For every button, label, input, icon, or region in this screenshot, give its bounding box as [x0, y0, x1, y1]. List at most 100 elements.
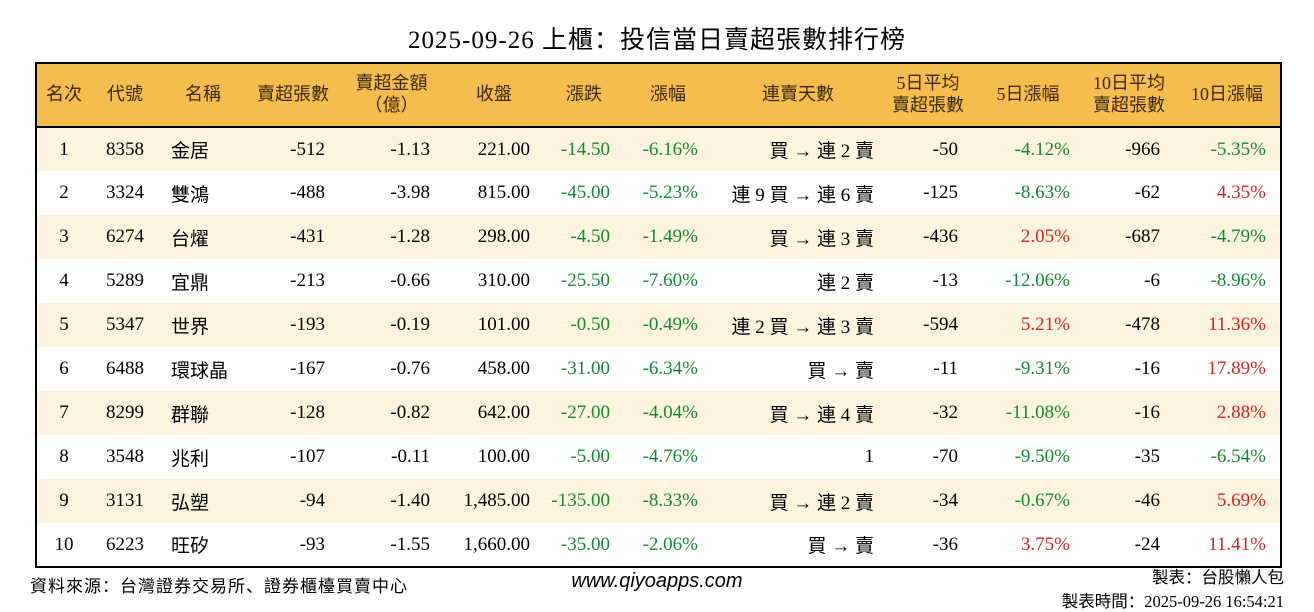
cell-change-pct: -8.33%	[642, 490, 698, 511]
cell-avg10-net-sell: -62	[1134, 182, 1160, 203]
cell-name: 兆利	[171, 448, 210, 470]
cell-name: 金居	[171, 141, 210, 162]
cell-avg5-net-sell: -11	[933, 358, 958, 379]
cell-avg5-net-sell: -594	[923, 314, 958, 335]
table-row: 6 6488 環球晶 -167 -0.76 458.00 -31.00 -6.34% 買 → 賣…	[36, 347, 1281, 391]
column-header-avg10-net-sell: 10日平均 賣超張數	[1084, 63, 1174, 128]
cell-change: -27.00	[560, 402, 610, 423]
cell-name: 弘塑	[171, 492, 210, 514]
cell-pct10: 5.69%	[1216, 490, 1266, 511]
cell-change: -35.00	[560, 533, 610, 555]
cell-rank: 2	[59, 182, 69, 203]
cell-avg5-net-sell: -32	[932, 402, 958, 423]
column-header-name: 名稱	[159, 63, 247, 128]
column-header-avg5-net-sell: 5日平均 賣超張數	[884, 63, 972, 128]
column-header-change-pct: 漲幅	[624, 63, 712, 128]
cell-change-pct: -0.49%	[642, 314, 698, 335]
cell-net-sell: -128	[290, 402, 325, 423]
cell-pct5: -12.06%	[1005, 270, 1070, 291]
cell-avg10-net-sell: -16	[1134, 402, 1160, 423]
cell-streak: 1	[864, 446, 875, 467]
cell-net-sell: -93	[299, 533, 325, 555]
cell-net-sell-amount: -1.55	[390, 533, 430, 555]
cell-streak: 買 → 連 4 賣	[769, 404, 874, 426]
cell-streak: 買 → 賣	[807, 360, 874, 382]
table-header-row: 名次 代號 名稱 賣超張數 賣超金額 （億） 收盤 漲跌 漲幅 連賣天數 5日平均 賣超張數 5日漲…	[36, 63, 1281, 128]
cell-change-pct: -4.04%	[642, 402, 698, 423]
cell-net-sell: -94	[299, 490, 325, 511]
cell-code: 8358	[106, 138, 144, 160]
column-header-pct10: 10日漲幅	[1174, 63, 1281, 128]
cell-streak: 買 → 賣	[807, 536, 874, 557]
cell-name: 群聯	[171, 404, 210, 426]
cell-streak: 買 → 連 2 賣	[769, 492, 874, 514]
cell-change-pct: -6.34%	[642, 358, 698, 379]
cell-change: -5.00	[570, 446, 610, 467]
cell-avg5-net-sell: -436	[923, 226, 958, 247]
cell-name: 台燿	[171, 228, 210, 250]
cell-avg10-net-sell: -46	[1134, 490, 1160, 511]
cell-close: 642.00	[477, 402, 530, 423]
cell-rank: 6	[59, 358, 69, 379]
table-row: 3 6274 台燿 -431 -1.28 298.00 -4.50 -1.49% 買 → 連 3…	[36, 215, 1281, 259]
cell-pct5: -4.12%	[1014, 138, 1070, 160]
column-header-rank: 名次	[36, 63, 91, 128]
cell-pct10: 17.89%	[1207, 358, 1266, 379]
cell-pct5: -0.67%	[1014, 490, 1070, 511]
cell-pct10: -6.54%	[1210, 446, 1266, 467]
cell-net-sell: -431	[290, 226, 325, 247]
cell-close: 310.00	[477, 270, 530, 291]
cell-rank: 1	[59, 138, 69, 160]
cell-pct5: -8.63%	[1014, 182, 1070, 203]
cell-code: 5347	[106, 314, 144, 335]
table-row: 10 6223 旺矽 -93 -1.55 1,660.00 -35.00 -2.06% 買 → …	[36, 523, 1281, 567]
cell-change-pct: -7.60%	[642, 270, 698, 291]
cell-change: -0.50	[570, 314, 610, 335]
made-time-label: 製表時間：2025-09-26 16:54:21	[1061, 591, 1284, 611]
cell-rank: 10	[54, 533, 74, 555]
cell-pct10: 4.35%	[1216, 182, 1266, 203]
table-row: 1 8358 金居 -512 -1.13 221.00 -14.50 -6.16% 買 → 連 …	[36, 127, 1281, 171]
table-row: 4 5289 宜鼎 -213 -0.66 310.00 -25.50 -7.60% 連 2 賣 -…	[36, 259, 1281, 303]
cell-streak: 買 → 連 2 賣	[769, 141, 874, 162]
cell-net-sell: -488	[290, 182, 325, 203]
cell-close: 815.00	[477, 182, 530, 203]
table-body: 1 8358 金居 -512 -1.13 221.00 -14.50 -6.16% 買 → 連 …	[36, 127, 1281, 567]
cell-rank: 9	[59, 490, 69, 511]
cell-pct10: 11.41%	[1208, 533, 1266, 555]
column-header-streak: 連賣天數	[712, 63, 884, 128]
cell-change: -45.00	[560, 182, 610, 203]
cell-change-pct: -6.16%	[642, 138, 698, 160]
cell-change-pct: -5.23%	[642, 182, 698, 203]
cell-pct5: 3.75%	[1020, 533, 1070, 555]
cell-name: 雙鴻	[171, 184, 210, 206]
cell-change: -135.00	[551, 490, 610, 511]
cell-close: 221.00	[477, 138, 530, 160]
table-row: 8 3548 兆利 -107 -0.11 100.00 -5.00 -4.76% 1 -70 -9.…	[36, 435, 1281, 479]
cell-net-sell-amount: -0.82	[390, 402, 430, 423]
cell-net-sell-amount: -0.76	[390, 358, 430, 379]
column-header-net-sell-amount: 賣超金額 （億）	[339, 63, 444, 128]
credit-block: 製表：台股懶人包 製表時間：2025-09-26 16:54:21	[1062, 566, 1284, 612]
cell-change: -4.50	[570, 226, 610, 247]
cell-change: -25.50	[560, 270, 610, 291]
table-row: 5 5347 世界 -193 -0.19 101.00 -0.50 -0.49% 連 2 買 →…	[36, 303, 1281, 347]
cell-code: 3131	[106, 490, 144, 511]
cell-close: 1,660.00	[463, 533, 531, 555]
cell-rank: 8	[59, 446, 69, 467]
cell-avg5-net-sell: -70	[932, 446, 958, 467]
cell-pct10: -4.79%	[1210, 226, 1266, 247]
cell-avg5-net-sell: -36	[932, 533, 958, 555]
cell-pct5: -11.08%	[1005, 402, 1070, 423]
cell-name: 旺矽	[171, 536, 210, 557]
cell-rank: 4	[59, 270, 69, 291]
cell-net-sell-amount: -1.13	[390, 138, 430, 160]
cell-change: -31.00	[560, 358, 610, 379]
cell-pct10: 2.88%	[1216, 402, 1266, 423]
cell-close: 101.00	[477, 314, 530, 335]
table-row: 2 3324 雙鴻 -488 -3.98 815.00 -45.00 -5.23% 連 9 買 …	[36, 171, 1281, 215]
cell-net-sell: -193	[290, 314, 325, 335]
cell-net-sell-amount: -0.66	[390, 270, 430, 291]
cell-rank: 5	[59, 314, 69, 335]
column-header-change: 漲跌	[544, 63, 624, 128]
